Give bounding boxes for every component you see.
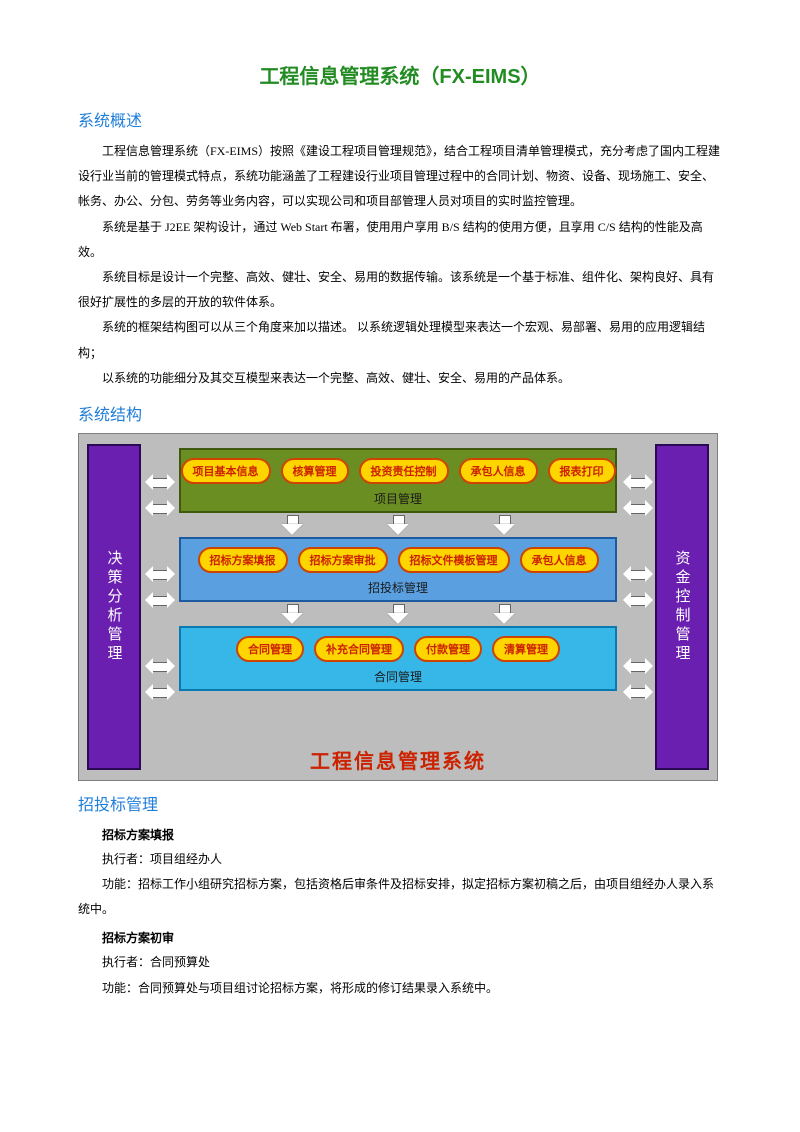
diagram-pill: 报表打印 <box>548 458 616 484</box>
down-arrow-icon <box>387 604 409 624</box>
double-arrow-icon <box>623 500 653 516</box>
diagram-pill-row: 项目基本信息核算管理投资责任控制承包人信息报表打印 <box>191 458 605 484</box>
diagram-module-box: 项目基本信息核算管理投资责任控制承包人信息报表打印项目管理 <box>179 448 617 513</box>
diagram-module-label: 项目管理 <box>191 490 605 507</box>
diagram-left-column: 决策分析管理 <box>87 444 141 770</box>
down-arrow-icon <box>281 515 303 535</box>
diagram-pill-row: 合同管理补充合同管理付款管理清算管理 <box>191 636 605 662</box>
bidding-item-executor: 执行者：项目组经办人 <box>78 847 722 872</box>
diagram-pill: 招标文件模板管理 <box>398 547 510 573</box>
diagram-left-label: 决策分析管理 <box>104 550 125 664</box>
double-arrow-icon <box>145 474 175 490</box>
diagram-pill: 付款管理 <box>414 636 482 662</box>
double-arrow-icon <box>145 658 175 674</box>
diagram-right-label: 资金控制管理 <box>672 550 693 664</box>
diagram-pill: 补充合同管理 <box>314 636 404 662</box>
diagram-pill: 核算管理 <box>281 458 349 484</box>
double-arrow-icon <box>145 500 175 516</box>
bidding-item-executor: 执行者：合同预算处 <box>78 950 722 975</box>
diagram-pill: 承包人信息 <box>520 547 599 573</box>
section-heading-structure: 系统结构 <box>78 401 722 425</box>
diagram-down-arrow-row <box>179 602 617 626</box>
double-arrow-icon <box>623 474 653 490</box>
double-arrow-icon <box>623 566 653 582</box>
architecture-diagram: 决策分析管理资金控制管理项目基本信息核算管理投资责任控制承包人信息报表打印项目管… <box>78 433 718 781</box>
down-arrow-icon <box>281 604 303 624</box>
diagram-down-arrow-row <box>179 513 617 537</box>
diagram-pill: 投资责任控制 <box>359 458 449 484</box>
bidding-item-func: 功能：招标工作小组研究招标方案，包括资格后审条件及招标安排，拟定招标方案初稿之后… <box>78 872 722 922</box>
down-arrow-icon <box>493 604 515 624</box>
double-arrow-icon <box>145 684 175 700</box>
section-heading-bidding: 招投标管理 <box>78 791 722 815</box>
diagram-pill: 项目基本信息 <box>181 458 271 484</box>
double-arrow-icon <box>145 592 175 608</box>
diagram-pill: 招标方案审批 <box>298 547 388 573</box>
diagram-pill-row: 招标方案填报招标方案审批招标文件模板管理承包人信息 <box>191 547 605 573</box>
diagram-pill: 招标方案填报 <box>198 547 288 573</box>
diagram-center-stack: 项目基本信息核算管理投资责任控制承包人信息报表打印项目管理招标方案填报招标方案审… <box>179 448 617 691</box>
double-arrow-icon <box>145 566 175 582</box>
down-arrow-icon <box>387 515 409 535</box>
diagram-system-title: 工程信息管理系统 <box>79 745 717 774</box>
overview-para: 系统目标是设计一个完整、高效、健壮、安全、易用的数据传输。该系统是一个基于标准、… <box>78 265 722 315</box>
diagram-module-label: 合同管理 <box>191 668 605 685</box>
overview-para: 系统的框架结构图可以从三个角度来加以描述。 以系统逻辑处理模型来表达一个宏观、易… <box>78 315 722 365</box>
down-arrow-icon <box>493 515 515 535</box>
diagram-pill: 合同管理 <box>236 636 304 662</box>
diagram-pill: 清算管理 <box>492 636 560 662</box>
overview-para: 以系统的功能细分及其交互模型来表达一个完整、高效、健壮、安全、易用的产品体系。 <box>78 366 722 391</box>
diagram-right-column: 资金控制管理 <box>655 444 709 770</box>
bidding-item-title: 招标方案填报 <box>78 823 722 847</box>
double-arrow-icon <box>623 658 653 674</box>
section-heading-overview: 系统概述 <box>78 107 722 131</box>
diagram-module-label: 招投标管理 <box>191 579 605 596</box>
overview-para: 工程信息管理系统（FX-EIMS）按照《建设工程项目管理规范》，结合工程项目清单… <box>78 139 722 215</box>
double-arrow-icon <box>623 684 653 700</box>
double-arrow-icon <box>623 592 653 608</box>
diagram-module-box: 合同管理补充合同管理付款管理清算管理合同管理 <box>179 626 617 691</box>
diagram-pill: 承包人信息 <box>459 458 538 484</box>
diagram-module-box: 招标方案填报招标方案审批招标文件模板管理承包人信息招投标管理 <box>179 537 617 602</box>
bidding-item-func: 功能：合同预算处与项目组讨论招标方案，将形成的修订结果录入系统中。 <box>78 976 722 1001</box>
bidding-item-title: 招标方案初审 <box>78 926 722 950</box>
overview-para: 系统是基于 J2EE 架构设计，通过 Web Start 布署，使用用户享用 B… <box>78 215 722 265</box>
page-title: 工程信息管理系统（FX-EIMS） <box>78 60 722 89</box>
